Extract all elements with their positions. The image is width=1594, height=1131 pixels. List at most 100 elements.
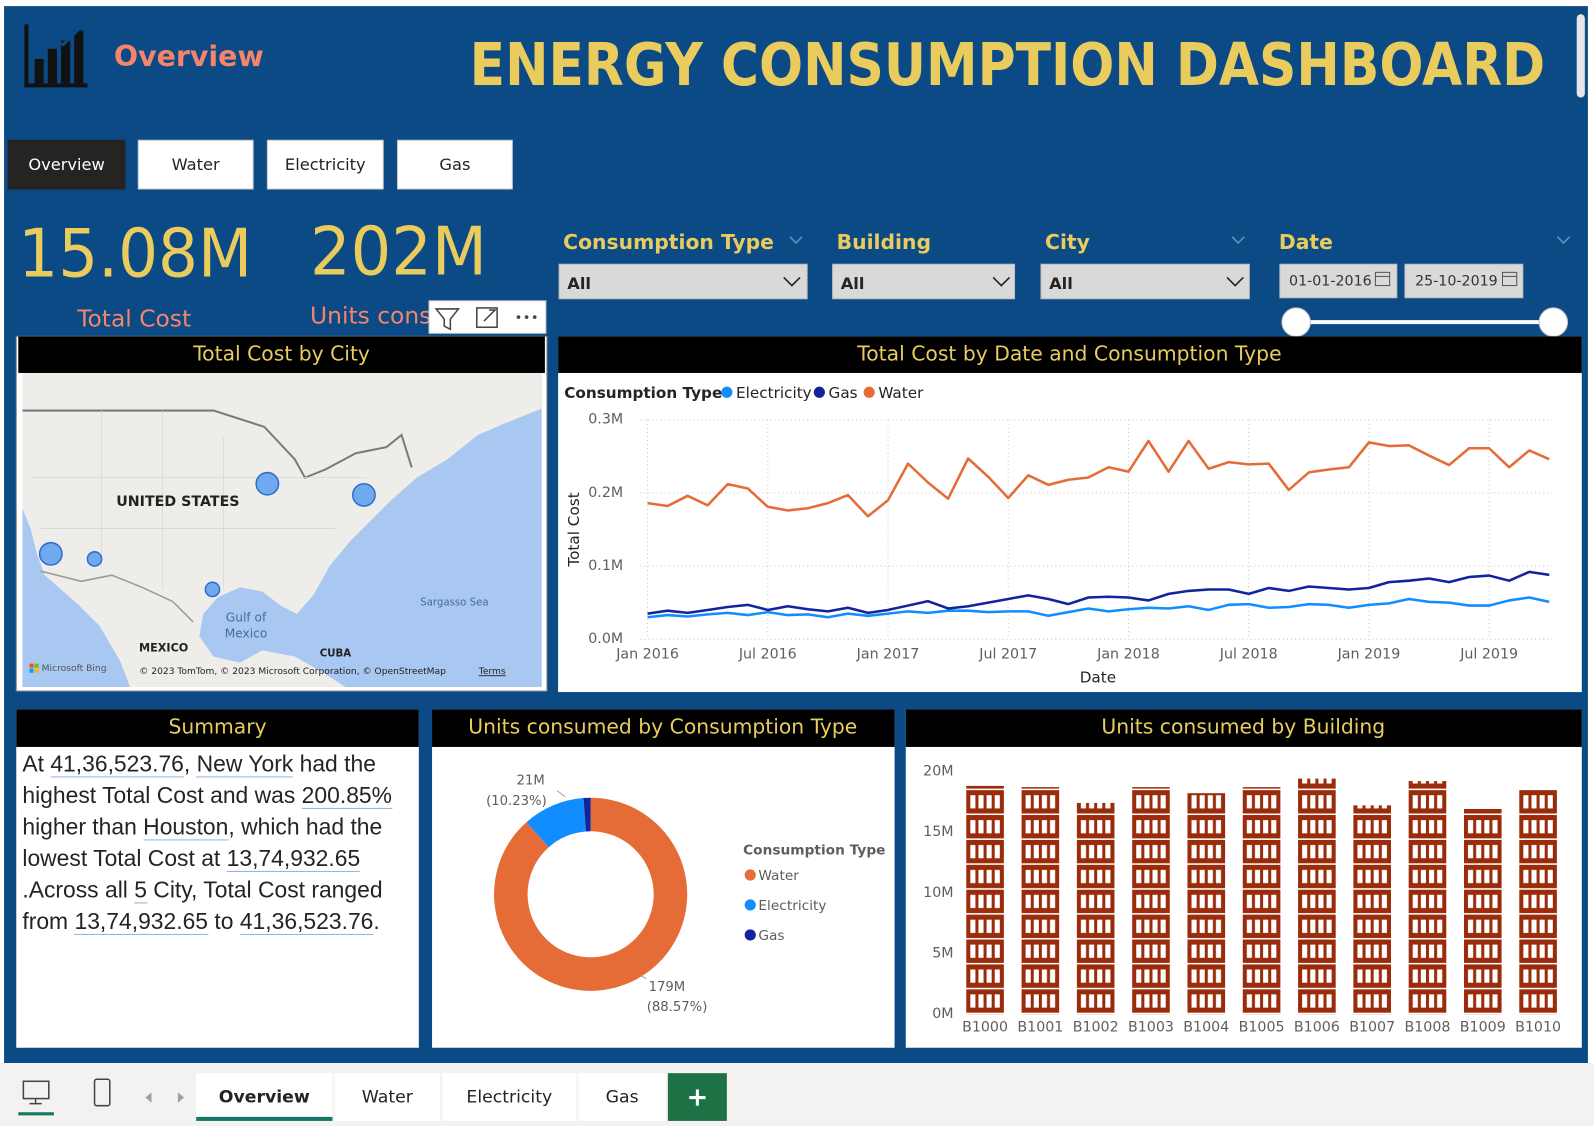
summary-highlight: 200.85% (301, 782, 392, 809)
legend-marker (744, 869, 756, 881)
summary-text-run: , which had the lowest Total Cost at (22, 814, 383, 871)
y-tick-label: 15M (923, 824, 953, 840)
legend-label: Water (758, 868, 799, 884)
x-tick-label: B1006 (1294, 1019, 1340, 1035)
add-page-button[interactable] (667, 1073, 727, 1121)
nav-button-label: Electricity (285, 155, 366, 174)
more-options-icon[interactable] (516, 315, 537, 319)
data-label: (88.57%) (647, 1000, 708, 1015)
dropdown[interactable]: All (1040, 263, 1250, 300)
y-tick-label: 20M (923, 763, 953, 779)
summary-highlight: New York (196, 751, 294, 778)
x-tick-label: B1002 (1073, 1019, 1119, 1035)
visual-toolbar (428, 300, 547, 334)
y-tick-label: 5M (932, 945, 953, 961)
x-tick-label: B1000 (962, 1019, 1008, 1035)
focus-mode-icon[interactable] (476, 307, 498, 328)
building-bar[interactable] (1187, 793, 1226, 1015)
donut-slice[interactable] (583, 797, 591, 832)
page-tab-label: Overview (219, 1088, 310, 1108)
y-tick-label: 0.3M (588, 412, 623, 428)
scrollbar[interactable] (1576, 14, 1585, 98)
filter-label: City (1045, 230, 1090, 254)
y-tick-label: 0.2M (588, 485, 623, 501)
nav-button-label: Overview (28, 155, 105, 174)
nav-button[interactable]: Overview (7, 139, 126, 190)
page-tab[interactable]: Overview (196, 1073, 333, 1121)
date-slider[interactable] (1281, 307, 1569, 337)
dropdown-value: All (841, 274, 865, 293)
summary-text: At 41,36,523.76, New York had the highes… (22, 748, 414, 937)
summary-highlight: 41,36,523.76 (239, 908, 374, 935)
map-label: Mexico (225, 627, 268, 641)
bing-logo (29, 663, 39, 673)
building-bar[interactable] (1519, 789, 1557, 1015)
x-axis-title: Date (1080, 668, 1116, 686)
page-tab-background (196, 1073, 333, 1121)
data-label: 21M (517, 773, 545, 788)
building-bar[interactable] (1076, 802, 1115, 1015)
panel-title: Total Cost by Date and Consumption Type (856, 342, 1281, 366)
desktop-view-icon[interactable] (18, 1080, 54, 1116)
page-tab[interactable]: Gas (578, 1073, 666, 1121)
y-tick-label: 0M (932, 1006, 953, 1022)
panel-title: Total Cost by City (192, 342, 370, 366)
building-bar[interactable] (1242, 787, 1281, 1015)
building-bar[interactable] (1298, 778, 1336, 1015)
filter-collapse-chevrons[interactable] (789, 236, 1571, 244)
map-terms[interactable]: Terms (478, 667, 506, 677)
filter-icon[interactable] (434, 308, 461, 331)
mobile-view-icon[interactable] (93, 1078, 111, 1107)
date-input[interactable]: 25-10-2019 (1404, 263, 1524, 299)
panel-header (558, 336, 1582, 373)
panel-header (16, 709, 419, 747)
dashboard-title: ENERGY CONSUMPTION DASHBOARD (470, 30, 1546, 99)
building-bar[interactable] (1021, 787, 1060, 1015)
building-bar[interactable] (1132, 787, 1170, 1015)
x-tick-label: Jul 2017 (978, 646, 1037, 662)
nav-button[interactable]: Gas (396, 139, 513, 190)
tab-scroll-arrows[interactable] (145, 1092, 185, 1103)
donut-slice[interactable] (526, 798, 586, 848)
donut-slice[interactable] (494, 797, 688, 991)
building-bar[interactable] (1353, 805, 1391, 1015)
filter-label: Building (837, 230, 931, 254)
summary-text-run: City, Total Cost ranged from (22, 877, 383, 934)
dropdown-value: All (567, 274, 591, 293)
dropdown[interactable]: All (832, 263, 1016, 300)
panel-title: Units consumed by Building (1101, 715, 1385, 739)
legend-title: Consumption Type (564, 384, 722, 402)
nav-button[interactable]: Water (137, 139, 254, 190)
page-tab[interactable]: Electricity (442, 1073, 577, 1121)
x-tick-label: B1003 (1128, 1019, 1174, 1035)
y-tick-label: 0.0M (588, 631, 623, 647)
series-line (647, 439, 1550, 518)
summary-text-run: to (208, 908, 240, 934)
page-tabs: Overview Water Electricity Gas (196, 1073, 666, 1121)
legend-marker (721, 386, 733, 398)
page-tab-background (334, 1073, 441, 1121)
panel (16, 709, 419, 1048)
dropdown[interactable]: All (558, 263, 808, 300)
building-bar[interactable] (1408, 781, 1447, 1015)
building-bar[interactable] (1463, 808, 1502, 1015)
page-tab-label: Gas (606, 1088, 639, 1108)
map[interactable]: UNITED STATES MEXICO CUBA Gulf of Mexico… (22, 372, 542, 687)
panel-header (432, 709, 895, 747)
map-bubbles[interactable] (38, 471, 376, 598)
building-bar[interactable] (966, 785, 1004, 1015)
line-chart-visual: Total Cost by Date and Consumption Type … (558, 336, 1582, 693)
summary-text-run: had the highest Total Cost and was (22, 751, 376, 808)
nav-button[interactable]: Electricity (266, 139, 384, 190)
map-label: MEXICO (139, 641, 188, 654)
legend-marker (863, 386, 875, 398)
data-label: (10.23%) (486, 794, 547, 809)
x-tick-label: Jul 2019 (1459, 646, 1518, 662)
summary-text-run: . (373, 908, 380, 934)
date-input[interactable]: 01-01-2016 (1279, 263, 1398, 299)
leader-line (556, 790, 566, 798)
x-tick-label: B1005 (1239, 1019, 1285, 1035)
date-start: 01-01-2016 (1289, 274, 1372, 290)
page-tab[interactable]: Water (334, 1073, 441, 1121)
